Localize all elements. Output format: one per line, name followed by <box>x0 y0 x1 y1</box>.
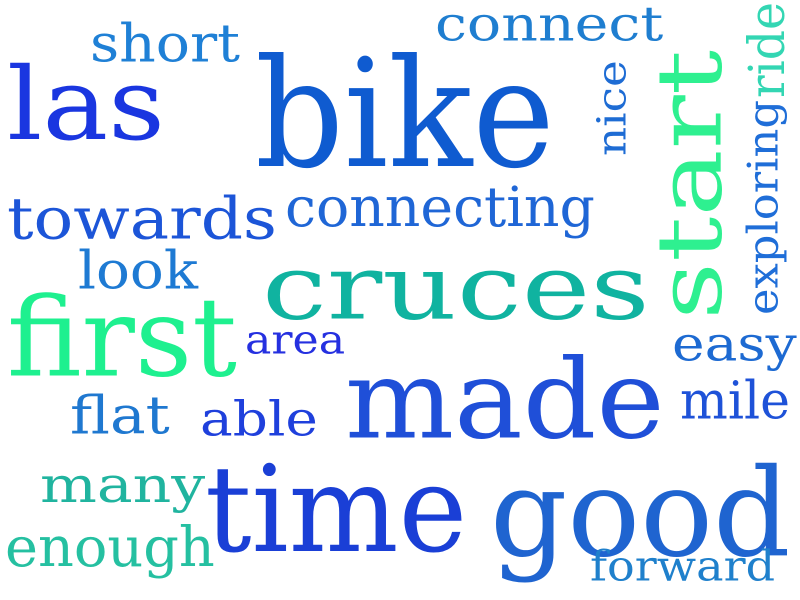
word-enough: enough <box>5 515 215 580</box>
word-connect: connect <box>435 0 664 52</box>
word-first: first <box>7 273 238 402</box>
word-good: good <box>490 442 791 585</box>
word-many: many <box>40 455 206 514</box>
word-time: time <box>205 439 468 580</box>
word-connecting: connecting <box>285 175 595 240</box>
word-exploring: exploring <box>738 100 788 315</box>
word-easy: easy <box>672 315 797 372</box>
word-mile: mile <box>680 370 790 432</box>
word-bike: bike <box>255 26 555 202</box>
word-ride: ride <box>737 2 797 99</box>
word-look: look <box>78 240 198 302</box>
word-start: start <box>636 49 743 320</box>
word-forward: forward <box>590 541 776 591</box>
word-cruces: cruces <box>262 234 650 341</box>
word-short: short <box>90 13 240 75</box>
word-able: able <box>200 390 318 447</box>
word-las: las <box>7 46 165 163</box>
word-area: area <box>245 316 346 364</box>
word-flat: flat <box>70 385 170 447</box>
word-nice: nice <box>588 60 636 156</box>
word-made: made <box>345 335 665 464</box>
word-towards: towards <box>7 184 277 253</box>
